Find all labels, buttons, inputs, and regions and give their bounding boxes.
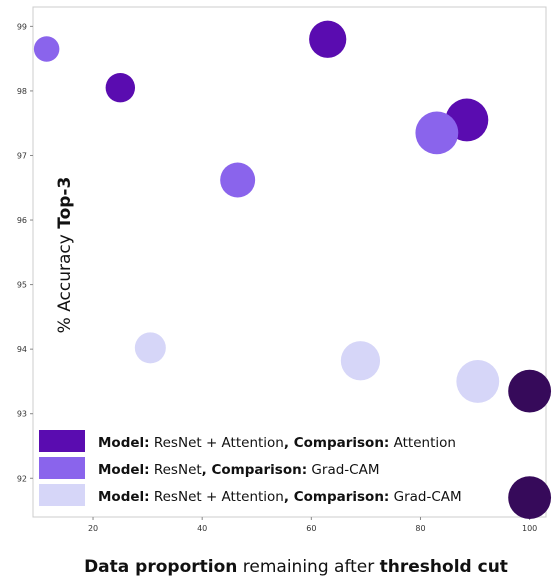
- axes: [32, 6, 547, 518]
- plot-frame: [32, 6, 547, 518]
- y-tick-label: 96: [17, 216, 27, 225]
- y-ticks: 92 93 94 95 96 97 98 99: [17, 22, 33, 483]
- legend-swatch: [39, 484, 85, 506]
- x-tick-label: 80: [415, 524, 425, 533]
- legend-comp-val: Attention: [389, 435, 456, 451]
- legend-model-key: Model:: [98, 435, 150, 451]
- x-tick-label: 60: [306, 524, 316, 533]
- legend-comp-key: , Comparison:: [284, 489, 389, 505]
- y-tick-label: 93: [17, 410, 27, 419]
- data-point-series-3: [340, 341, 381, 381]
- y-tick-label: 98: [17, 87, 27, 96]
- y-axis-title-bold: Top-3: [55, 177, 75, 229]
- legend-entry: Model: ResNet, Comparison: Grad-CAM: [98, 462, 379, 478]
- x-axis-title: Data proportion remaining after threshol…: [84, 557, 508, 577]
- y-tick-label: 92: [17, 474, 27, 483]
- x-ticks: 20 40 60 80 100: [88, 517, 537, 533]
- data-points: [33, 20, 552, 520]
- legend-swatch: [39, 430, 85, 452]
- legend-model-key: Model:: [98, 462, 150, 478]
- data-point-series-1: [105, 72, 136, 103]
- legend-model-val: ResNet + Attention: [150, 489, 284, 505]
- y-tick-label: 95: [17, 281, 27, 290]
- legend: Model: ResNet + Attention, Comparison: A…: [39, 430, 462, 506]
- x-tick-label: 40: [197, 524, 207, 533]
- data-point-series-2: [220, 162, 256, 198]
- data-point-series-1: [309, 20, 347, 58]
- legend-entry: Model: ResNet + Attention, Comparison: G…: [98, 489, 462, 505]
- legend-comp-key: , Comparison:: [202, 462, 307, 478]
- legend-model-key: Model:: [98, 489, 150, 505]
- data-point-series-3: [456, 360, 500, 403]
- x-tick-label: 100: [522, 524, 537, 533]
- legend-model-val: ResNet: [150, 462, 202, 478]
- y-axis-title-plain: % Accuracy: [55, 229, 75, 334]
- y-tick-label: 97: [17, 151, 27, 160]
- legend-entry: Model: ResNet + Attention, Comparison: A…: [98, 435, 456, 451]
- x-tick-label: 20: [88, 524, 98, 533]
- legend-swatch: [39, 457, 85, 479]
- legend-model-val: ResNet + Attention: [150, 435, 284, 451]
- y-tick-label: 94: [17, 345, 27, 354]
- data-point-series-2: [415, 111, 459, 155]
- data-point-series-4: [508, 369, 552, 413]
- x-axis-title-plain: remaining after: [237, 557, 379, 577]
- x-axis-title-bold-1: Data proportion: [84, 557, 237, 577]
- data-point-series-2: [33, 36, 60, 62]
- x-axis-title-bold-2: threshold cut: [380, 557, 508, 577]
- legend-comp-val: Grad-CAM: [307, 462, 379, 478]
- legend-comp-key: , Comparison:: [284, 435, 389, 451]
- data-point-series-3: [134, 332, 166, 364]
- y-axis-title: % Accuracy Top-3: [55, 177, 75, 334]
- legend-comp-val: Grad-CAM: [389, 489, 461, 505]
- data-point-series-4: [508, 476, 552, 520]
- y-tick-label: 99: [17, 22, 27, 31]
